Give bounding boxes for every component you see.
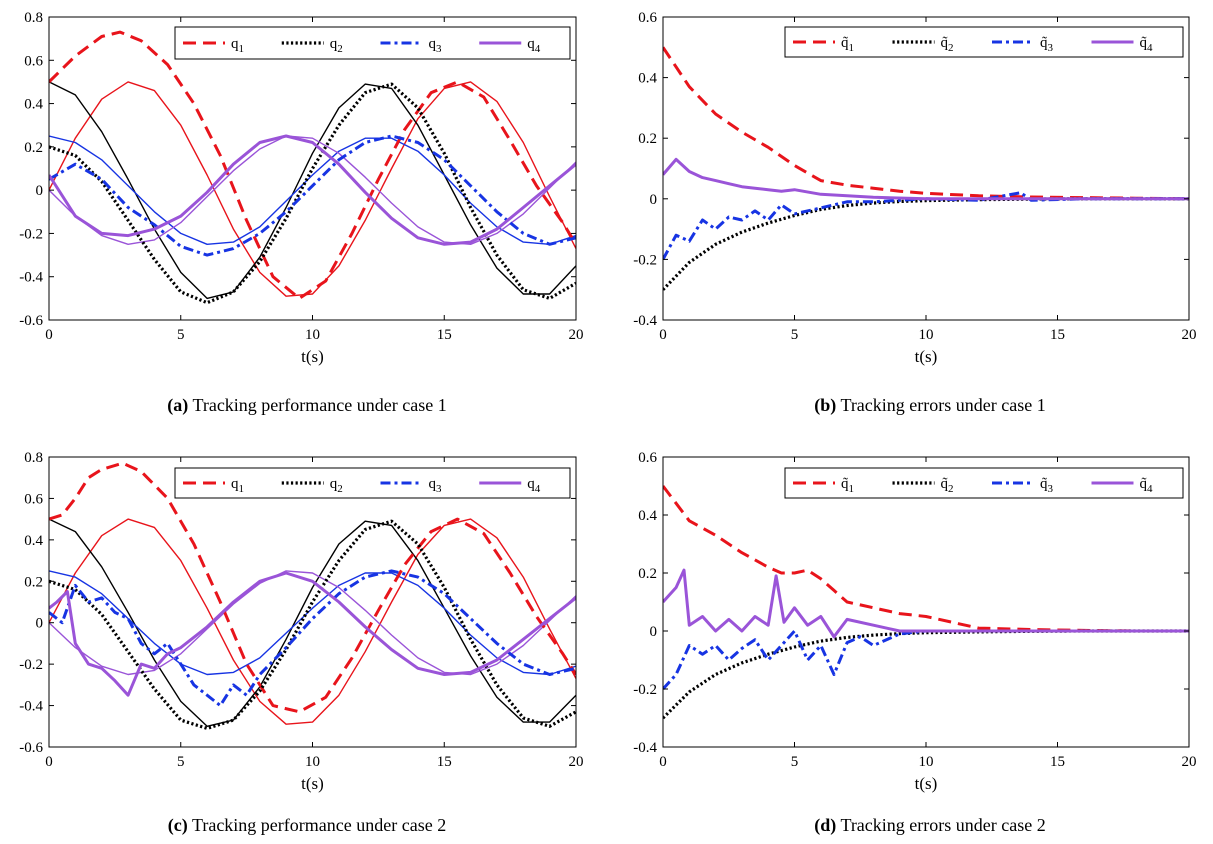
- reference-line-7: [49, 135, 576, 246]
- legend: q̃1 q̃2 q̃3 q̃4: [784, 26, 1184, 58]
- series-line-q3: [49, 569, 576, 708]
- reference-line-6: [49, 135, 576, 246]
- series-line-q2: [49, 519, 576, 731]
- axes-frame: [662, 456, 1190, 748]
- y-tick-label: 0.6: [24, 491, 43, 507]
- y-tick-label: 0.4: [638, 508, 657, 524]
- y-tick-label: -0.4: [633, 313, 657, 329]
- caption-c: (c) Tracking performance under case 2: [168, 815, 446, 836]
- series-line-q2: [49, 82, 576, 305]
- x-tick-label: 5: [177, 754, 185, 770]
- x-axis-label: t(s): [915, 774, 938, 793]
- series-line-q4: [49, 134, 576, 246]
- reference-line-5: [49, 81, 576, 300]
- reference-line-4: [49, 81, 576, 297]
- y-tick-label: 0.4: [24, 533, 43, 549]
- y-tick-label: -0.2: [19, 226, 43, 242]
- reference-line-4: [49, 518, 576, 725]
- reference-line-6: [49, 570, 576, 676]
- axes-frame: [48, 16, 577, 321]
- x-tick-label: 0: [659, 754, 667, 770]
- series-line-q-tilde1: [663, 46, 1189, 201]
- x-tick-label: 20: [569, 754, 584, 770]
- y-tick-label: -0.4: [19, 699, 43, 715]
- x-tick-label: 0: [45, 754, 53, 770]
- y-tick-label: 0.2: [638, 566, 657, 582]
- series-line-q1: [49, 461, 576, 714]
- series-line-q-tilde3: [663, 191, 1189, 261]
- legend: q1 q2 q3 q4: [174, 467, 571, 499]
- y-tick-label: -0.2: [633, 682, 657, 698]
- plot-area: [663, 46, 1189, 291]
- y-tick-label: 0.6: [638, 10, 657, 26]
- y-tick-label: -0.6: [19, 740, 43, 756]
- y-tick-label: 0: [650, 624, 658, 640]
- x-tick-label: 15: [1050, 327, 1065, 343]
- panel-d: 0 5 10 15 20 -0.4 -0.2 0 0.2 0.4 0.6 t(s) q̃1 q̃2 q̃3 q…: [633, 450, 1196, 793]
- plot-area: [663, 485, 1189, 720]
- legend: q̃1 q̃2 q̃3 q̃4: [784, 467, 1184, 499]
- x-tick-label: 20: [1182, 754, 1197, 770]
- panel-c: 0 5 10 15 20 -0.6 -0.4 -0.2 0 0.2 0.4 0.6 0.8 t(s) q1 q…: [19, 450, 583, 793]
- caption-a: (a) Tracking performance under case 1: [167, 395, 446, 416]
- x-tick-label: 15: [1050, 754, 1065, 770]
- x-tick-label: 5: [177, 327, 185, 343]
- y-tick-label: 0.4: [638, 71, 657, 87]
- y-tick-label: 0.4: [24, 97, 43, 113]
- series-line-q-tilde3: [663, 629, 1189, 691]
- x-tick-label: 10: [919, 754, 934, 770]
- y-tick-label: 0.6: [638, 450, 657, 466]
- x-tick-label: 0: [659, 327, 667, 343]
- y-tick-label: -0.4: [633, 740, 657, 756]
- y-tick-label: 0.8: [24, 450, 43, 466]
- series-line-q-tilde2: [663, 629, 1189, 720]
- caption-b: (b) Tracking errors under case 1: [814, 395, 1045, 416]
- series-line-q-tilde2: [663, 197, 1189, 291]
- x-tick-label: 20: [569, 327, 584, 343]
- y-tick-label: -0.2: [19, 657, 43, 673]
- axes-frame: [662, 16, 1190, 321]
- x-tick-label: 5: [791, 327, 799, 343]
- reference-line-5: [49, 518, 576, 727]
- series-line-q-tilde4: [663, 157, 1189, 201]
- series-line-q1: [49, 30, 576, 300]
- plot-area: [49, 461, 576, 731]
- x-tick-label: 10: [305, 327, 320, 343]
- y-tick-label: -0.6: [19, 313, 43, 329]
- x-tick-label: 10: [919, 327, 934, 343]
- y-tick-label: 0: [36, 183, 44, 199]
- y-tick-label: 0: [650, 192, 658, 208]
- panel-a: 0 5 10 15 20 -0.6 -0.4 -0.2 0 0.2 0.4 0.6 0.8 t(s) q1 q…: [19, 10, 583, 366]
- y-tick-label: 0.6: [24, 53, 43, 69]
- x-tick-label: 15: [437, 754, 452, 770]
- y-tick-label: 0: [36, 616, 44, 632]
- plot-area: [49, 30, 576, 305]
- panel-b: 0 5 10 15 20 -0.4 -0.2 0 0.2 0.4 0.6 t(s) q̃1 q̃2 q̃3 q…: [633, 10, 1196, 366]
- series-line-q-tilde1: [663, 485, 1189, 633]
- y-tick-label: 0.8: [24, 10, 43, 26]
- series-line-q4: [49, 571, 576, 697]
- y-tick-label: 0.2: [24, 574, 43, 590]
- y-tick-label: -0.4: [19, 270, 43, 286]
- y-tick-label: 0.2: [24, 140, 43, 156]
- caption-d: (d) Tracking errors under case 2: [814, 815, 1045, 836]
- x-tick-label: 10: [305, 754, 320, 770]
- y-tick-label: 0.2: [638, 131, 657, 147]
- x-axis-label: t(s): [301, 347, 324, 366]
- x-axis-label: t(s): [915, 347, 938, 366]
- x-tick-label: 15: [437, 327, 452, 343]
- series-line-q3: [49, 134, 576, 257]
- series-line-q-tilde4: [663, 568, 1189, 639]
- x-tick-label: 20: [1182, 327, 1197, 343]
- legend: q1 q2 q3 q4: [174, 26, 571, 60]
- x-tick-label: 0: [45, 327, 53, 343]
- x-tick-label: 5: [791, 754, 799, 770]
- x-axis-label: t(s): [301, 774, 324, 793]
- y-tick-label: -0.2: [633, 252, 657, 268]
